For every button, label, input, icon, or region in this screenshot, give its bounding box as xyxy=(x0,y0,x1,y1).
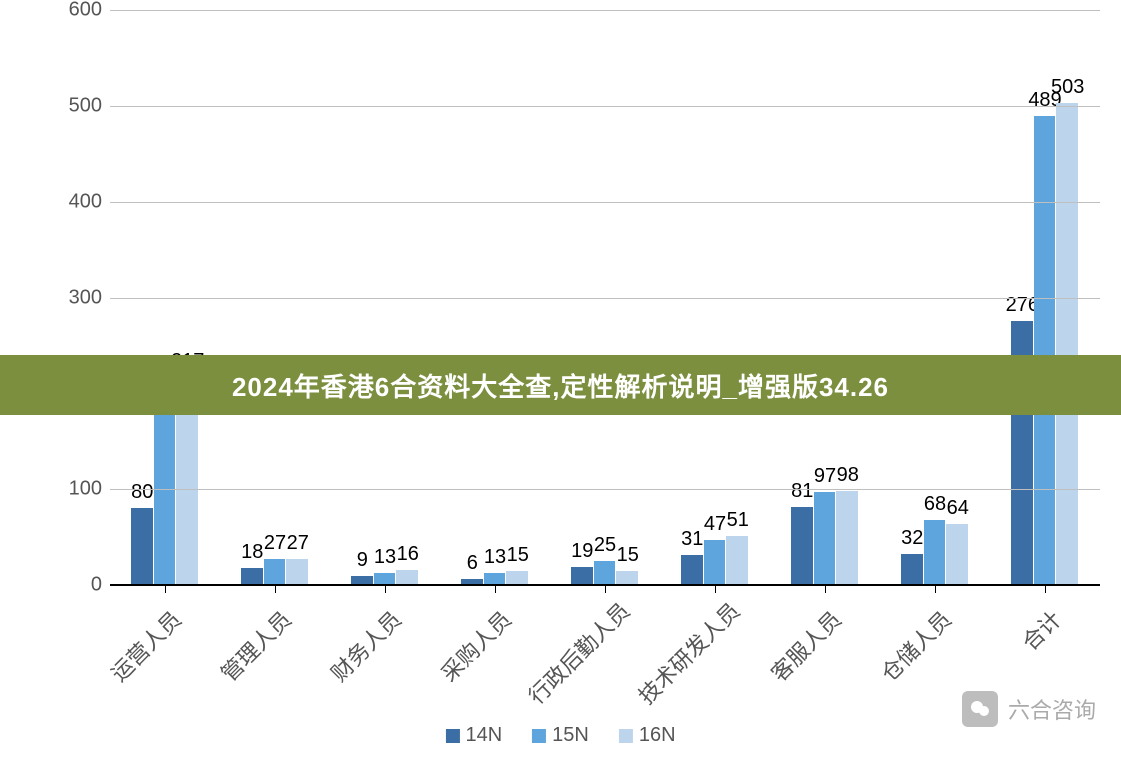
bar xyxy=(946,524,968,585)
bar-value-label: 80 xyxy=(131,481,153,504)
bar-value-label: 503 xyxy=(1051,76,1084,99)
chart-area: 0100200300400500600 80199217182727913166… xyxy=(60,10,1100,585)
bar-value-label: 15 xyxy=(507,544,529,567)
bar xyxy=(616,571,638,585)
overlay-banner: 2024年香港6合资料大全查,定性解析说明_增强版34.26 xyxy=(0,355,1121,415)
bar xyxy=(726,536,748,585)
y-axis: 0100200300400500600 xyxy=(60,10,110,585)
grid-line xyxy=(110,106,1100,107)
y-tick: 600 xyxy=(69,0,102,22)
bar xyxy=(1034,116,1056,585)
bar xyxy=(286,559,308,585)
overlay-text: 2024年香港6合资料大全查,定性解析说明_增强版34.26 xyxy=(232,367,889,404)
x-tick-mark xyxy=(935,585,936,593)
bar-value-label: 31 xyxy=(681,528,703,551)
bar-value-label: 15 xyxy=(617,544,639,567)
legend-label: 16N xyxy=(639,724,676,747)
bar-value-label: 64 xyxy=(947,497,969,520)
grid-line xyxy=(110,489,1100,490)
legend-item: 14N xyxy=(445,724,502,747)
x-tick-mark xyxy=(715,585,716,593)
grid-line xyxy=(110,202,1100,203)
y-tick: 500 xyxy=(69,94,102,117)
bar xyxy=(264,559,286,585)
bar-value-label: 13 xyxy=(484,546,506,569)
bar-value-label: 32 xyxy=(901,527,923,550)
legend: 14N 15N 16N xyxy=(445,724,675,747)
bar xyxy=(901,554,923,585)
x-category-label: 采购人员 xyxy=(410,603,517,710)
bar xyxy=(594,561,616,585)
y-tick: 400 xyxy=(69,190,102,213)
bar-value-label: 98 xyxy=(837,464,859,487)
bar xyxy=(131,508,153,585)
bar xyxy=(791,507,813,585)
bar-value-label: 13 xyxy=(374,546,396,569)
x-tick-mark xyxy=(495,585,496,593)
bar-value-label: 9 xyxy=(357,549,368,572)
bar xyxy=(241,568,263,585)
bar-value-label: 6 xyxy=(467,552,478,575)
x-tick-mark xyxy=(275,585,276,593)
bar xyxy=(836,491,858,585)
x-category-label: 管理人员 xyxy=(190,603,297,710)
bar-value-label: 16 xyxy=(397,543,419,566)
legend-swatch xyxy=(619,729,633,743)
legend-label: 15N xyxy=(552,724,589,747)
x-tick-mark xyxy=(165,585,166,593)
bar-value-label: 81 xyxy=(791,480,813,503)
legend-item: 15N xyxy=(532,724,589,747)
legend-item: 16N xyxy=(619,724,676,747)
x-category-label: 行政后勤人员 xyxy=(520,603,627,710)
bar-value-label: 19 xyxy=(571,540,593,563)
y-tick: 300 xyxy=(69,286,102,309)
x-category-label: 客服人员 xyxy=(740,603,847,710)
x-tick-mark xyxy=(1045,585,1046,593)
legend-swatch xyxy=(445,729,459,743)
bar-value-label: 51 xyxy=(727,509,749,532)
y-tick: 100 xyxy=(69,478,102,501)
bar xyxy=(1056,103,1078,585)
grid-line xyxy=(110,298,1100,299)
bar-value-label: 27 xyxy=(287,532,309,555)
x-category-label: 财务人员 xyxy=(300,603,407,710)
bar-value-label: 47 xyxy=(704,513,726,536)
bar xyxy=(814,492,836,585)
bar xyxy=(571,567,593,585)
bar xyxy=(396,570,418,585)
x-tick-mark xyxy=(825,585,826,593)
legend-swatch xyxy=(532,729,546,743)
y-tick: 0 xyxy=(91,574,102,597)
x-category-label: 运营人员 xyxy=(80,603,187,710)
bar xyxy=(704,540,726,585)
x-tick-mark xyxy=(605,585,606,593)
legend-label: 14N xyxy=(465,724,502,747)
bar-value-label: 25 xyxy=(594,534,616,557)
bar-value-label: 18 xyxy=(241,541,263,564)
bar xyxy=(681,555,703,585)
grid-line xyxy=(110,10,1100,11)
bar-value-label: 68 xyxy=(924,493,946,516)
bar xyxy=(506,571,528,585)
watermark-text: 六合咨询 xyxy=(1008,693,1096,725)
x-category-label: 仓储人员 xyxy=(850,603,957,710)
x-tick-mark xyxy=(385,585,386,593)
bar-value-label: 27 xyxy=(264,532,286,555)
bar-value-label: 97 xyxy=(814,465,836,488)
x-category-label: 技术研发人员 xyxy=(630,603,737,710)
bar xyxy=(924,520,946,585)
